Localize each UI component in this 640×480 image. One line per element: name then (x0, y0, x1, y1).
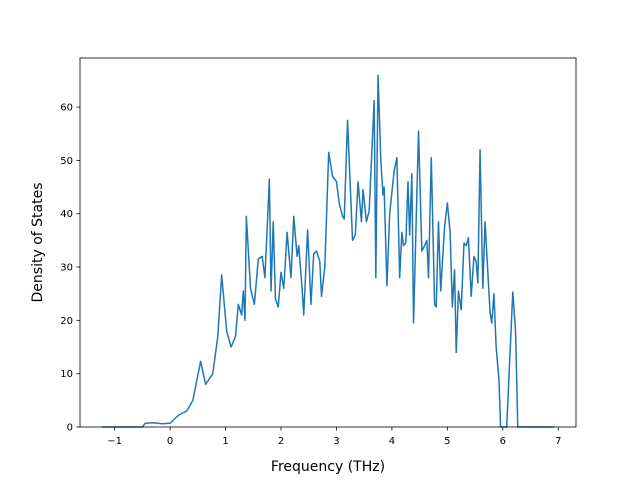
x-tick-label: 6 (500, 436, 506, 447)
x-axis-label: Frequency (THz) (271, 459, 385, 475)
x-tick-label: 2 (278, 436, 284, 447)
x-tick-label: 4 (389, 436, 395, 447)
y-tick-label: 30 (60, 263, 73, 274)
y-tick-label: 60 (60, 103, 73, 114)
y-tick-label: 10 (60, 369, 73, 380)
y-tick-label: 0 (67, 423, 73, 434)
x-tick-label: 3 (333, 436, 339, 447)
data-line (101, 74, 555, 428)
x-tick-label: 5 (444, 436, 450, 447)
x-tick-label: 1 (222, 436, 228, 447)
y-tick-label: 20 (60, 316, 73, 327)
plot-frame (79, 57, 577, 428)
x-tick-label: 7 (555, 436, 561, 447)
y-tick-label: 50 (60, 156, 73, 167)
x-tick-label: 0 (167, 436, 173, 447)
y-axis-label: Density of States (30, 183, 46, 303)
x-tick-label: −1 (107, 436, 122, 447)
y-tick-label: 40 (60, 209, 73, 220)
